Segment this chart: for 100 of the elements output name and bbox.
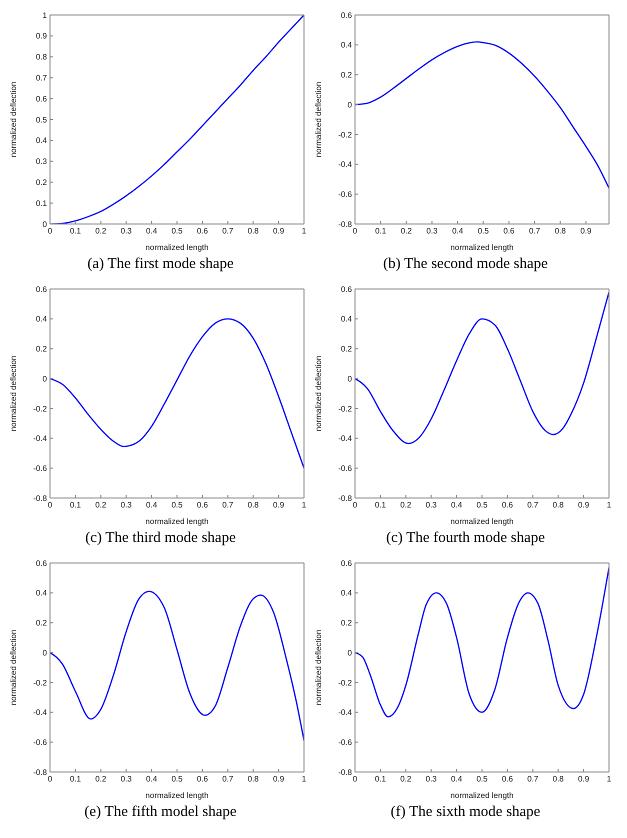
- y-tick-label: 0.4: [340, 40, 353, 50]
- y-tick-label: 0.6: [36, 558, 48, 568]
- y-tick-label: -0.4: [338, 708, 353, 718]
- x-axis-title: normalized length: [145, 243, 209, 252]
- line-series: [50, 318, 304, 469]
- x-tick-label: 1: [606, 774, 612, 784]
- x-tick-label: 0.5: [171, 226, 184, 236]
- x-tick-label: 0.1: [70, 500, 82, 510]
- y-tick-label: 0.2: [36, 618, 48, 628]
- x-tick-label: 0.1: [70, 774, 82, 784]
- x-tick-label: 0.3: [120, 774, 132, 784]
- x-tick-label: 0.1: [374, 500, 387, 510]
- y-tick-label: 0.5: [36, 115, 48, 124]
- x-tick-label: 0.2: [400, 226, 412, 236]
- x-tick-label: 0.4: [451, 500, 463, 510]
- y-tick-label: -0.2: [33, 678, 48, 688]
- x-tick-label: 0.5: [476, 774, 488, 784]
- y-tick-label: 0.4: [340, 588, 353, 598]
- x-tick-label: 0.5: [478, 226, 490, 236]
- y-tick-label: -0.8: [33, 768, 48, 777]
- x-tick-label: 0.2: [95, 500, 107, 510]
- y-tick-label: -0.8: [338, 494, 353, 503]
- x-tick-label: 0.8: [248, 226, 260, 236]
- line-series: [355, 41, 609, 189]
- x-tick-label: 0.9: [273, 500, 285, 510]
- y-tick-label: 0: [348, 648, 353, 658]
- x-tick-label: 0.8: [554, 226, 566, 236]
- x-tick-label: 0.1: [70, 226, 82, 236]
- y-tick-label: 1: [42, 10, 48, 20]
- y-axis-title: normalized deflection: [9, 356, 18, 432]
- x-axis-title: normalized length: [450, 791, 514, 800]
- y-tick-label: -0.6: [33, 738, 48, 747]
- line-series: [50, 15, 304, 224]
- y-tick-label: -0.2: [338, 404, 353, 414]
- x-tick-label: 0.5: [476, 500, 488, 510]
- x-tick-label: 1: [302, 226, 307, 236]
- x-axis-title: normalized length: [145, 791, 209, 800]
- x-tick-label: 0.8: [248, 500, 260, 510]
- y-tick-label: -0.2: [338, 678, 353, 688]
- text: (e) The fifth model shape: [83, 804, 238, 821]
- x-tick-label: 0.7: [222, 500, 234, 510]
- y-tick-label: 0: [348, 100, 353, 110]
- y-tick-label: -0.6: [338, 190, 353, 199]
- x-tick-label: 0.4: [146, 500, 158, 510]
- x-tick-label: 0.9: [578, 774, 590, 784]
- text: (b) The second mode shape: [382, 256, 549, 273]
- y-tick-label: -0.2: [338, 130, 353, 140]
- x-tick-label: 0.7: [529, 226, 541, 236]
- y-tick-label: 0.3: [36, 157, 48, 166]
- x-tick-label: 0.3: [120, 500, 132, 510]
- y-tick-label: 0.6: [36, 284, 48, 294]
- y-tick-label: 0.4: [340, 314, 353, 324]
- y-tick-label: 0.4: [36, 314, 48, 324]
- y-tick-label: 0.8: [36, 52, 48, 62]
- x-axis-title: normalized length: [145, 517, 209, 526]
- x-tick-label: 1: [302, 500, 307, 510]
- x-tick-label: 0.2: [400, 774, 412, 784]
- x-tick-label: 0.4: [146, 226, 158, 236]
- x-tick-label: 0.7: [527, 774, 539, 784]
- x-tick-label: 0.6: [502, 500, 514, 510]
- x-tick-label: 0.8: [552, 774, 564, 784]
- x-tick-label: 0.2: [95, 226, 107, 236]
- x-tick-label: 0.6: [196, 226, 209, 236]
- x-tick-label: 0.1: [374, 774, 387, 784]
- x-tick-label: 0.4: [452, 226, 464, 236]
- x-tick-label: 1: [606, 500, 612, 510]
- text: (c) The third mode shape: [84, 530, 237, 547]
- y-tick-label: -0.4: [338, 160, 353, 170]
- x-tick-label: 0.6: [502, 774, 514, 784]
- x-tick-label: 0.7: [527, 500, 539, 510]
- line-series: [355, 291, 609, 444]
- y-tick-label: 0: [42, 374, 48, 384]
- x-tick-label: 0.1: [375, 226, 387, 236]
- x-tick-label: 0.3: [426, 226, 438, 236]
- y-tick-label: 0: [42, 648, 48, 658]
- y-tick-label: 0: [42, 220, 48, 229]
- y-tick-label: -0.4: [338, 434, 353, 444]
- text: (f) The sixth mode shape: [390, 804, 542, 821]
- y-tick-label: 0.4: [36, 136, 48, 146]
- y-tick-label: 0.6: [340, 558, 353, 568]
- y-tick-label: 0.6: [36, 94, 48, 104]
- line-series: [50, 590, 304, 742]
- x-tick-label: 0.2: [95, 774, 107, 784]
- x-axis-title: normalized length: [450, 517, 514, 526]
- y-axis-title: normalized deflection: [9, 630, 18, 706]
- y-tick-label: 0.9: [36, 32, 48, 41]
- x-tick-label: 0.8: [552, 500, 564, 510]
- y-tick-label: -0.8: [33, 494, 48, 503]
- y-axis-title: normalized deflection: [314, 356, 323, 432]
- y-tick-label: 0.2: [340, 70, 353, 80]
- text: (a) The first mode shape: [86, 256, 235, 273]
- y-tick-label: 0.2: [340, 618, 353, 628]
- y-tick-label: -0.6: [338, 738, 353, 747]
- y-tick-label: 0.2: [36, 344, 48, 354]
- y-tick-label: 0.6: [340, 284, 353, 294]
- x-axis-title: normalized length: [450, 243, 514, 252]
- y-tick-label: -0.8: [338, 768, 353, 777]
- y-axis-title: normalized deflection: [314, 630, 323, 706]
- x-tick-label: 0.6: [196, 774, 209, 784]
- y-tick-label: 0.7: [36, 74, 48, 83]
